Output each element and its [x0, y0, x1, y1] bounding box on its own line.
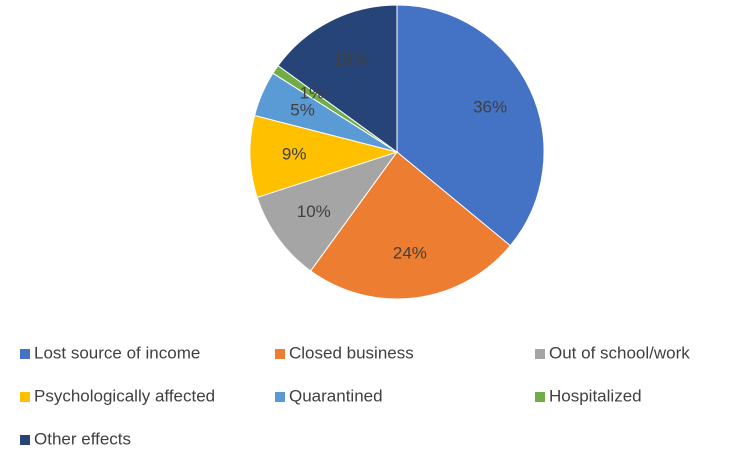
data-label: 5%: [290, 101, 315, 120]
legend-swatch: [20, 349, 30, 359]
legend-label: Out of school/work: [549, 343, 690, 362]
legend-swatch: [20, 435, 30, 445]
legend-label: Quarantined: [289, 386, 383, 405]
pie-slice: [256, 151, 399, 272]
data-label: 9%: [282, 145, 307, 164]
data-label: 36%: [473, 98, 507, 117]
legend-swatch: [535, 349, 545, 359]
data-label: 24%: [393, 244, 427, 263]
legend-swatch: [275, 392, 285, 402]
legend-label: Other effects: [34, 429, 131, 448]
legend-label: Closed business: [289, 343, 414, 362]
data-label: 1%: [300, 84, 325, 103]
pie-slice: [309, 151, 511, 300]
legend-label: Lost source of income: [34, 343, 200, 362]
legend-label: Hospitalized: [549, 386, 642, 405]
pie-slice: [396, 4, 545, 247]
legend-swatch: [20, 392, 30, 402]
legend-swatch: [275, 349, 285, 359]
legend-label: Psychologically affected: [34, 386, 215, 405]
pie-slice: [249, 114, 399, 199]
pie-slice: [277, 4, 398, 153]
legend-swatch: [535, 392, 545, 402]
data-label: 15%: [333, 50, 367, 69]
data-label: 10%: [297, 202, 331, 221]
